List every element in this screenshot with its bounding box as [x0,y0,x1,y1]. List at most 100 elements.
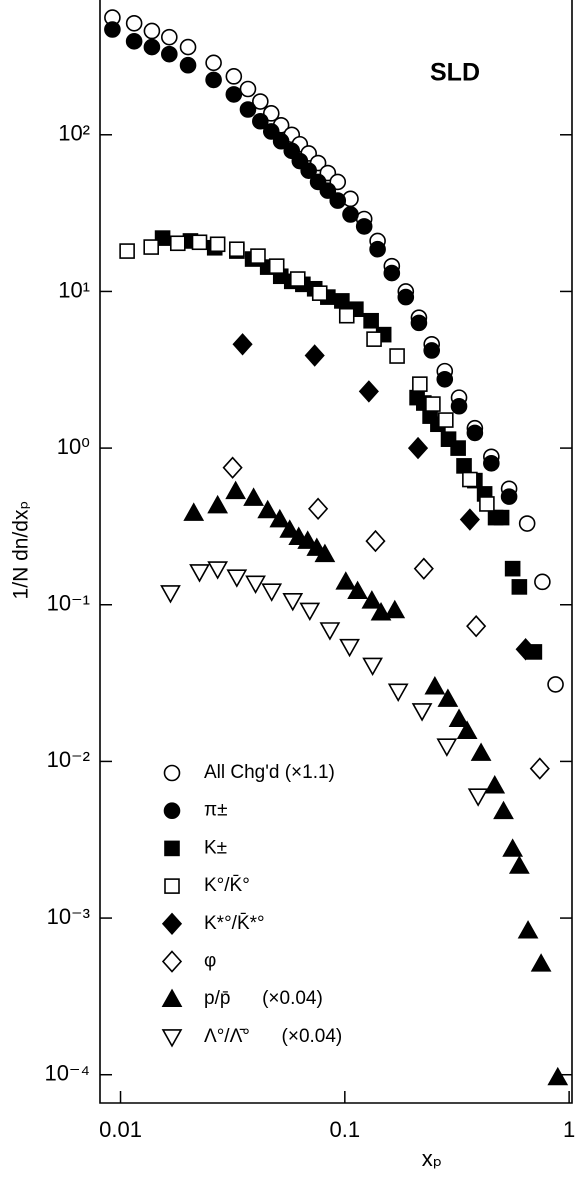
marker-triangle [245,575,266,594]
marker-circle [410,314,428,332]
marker-square [438,412,454,428]
marker-diamond [515,638,536,661]
legend-label: p/p̄ (×0.04) [204,988,323,1009]
marker-triangle [530,953,552,972]
marker-circle [383,264,401,282]
y-tick-label: 10⁻³ [47,904,90,929]
marker-square [154,230,171,246]
marker-square [479,496,495,512]
marker-circle [342,206,359,223]
marker-circle [125,33,143,50]
marker-circle [272,132,290,150]
marker-circle [369,240,386,258]
y-tick-label: 10¹ [58,277,90,302]
annotation: SLD [430,59,480,87]
marker-square [229,241,245,258]
marker-square [412,376,428,392]
marker-diamond [232,333,253,356]
marker-square [119,243,135,259]
legend-label: K± [204,837,227,858]
marker-circle [205,54,222,72]
marker-diamond [459,508,480,531]
marker-square [191,234,208,251]
y-tick-label: 10⁻¹ [47,591,90,616]
marker-diamond [466,614,487,638]
marker-circle [225,86,243,103]
marker-triangle [257,499,279,519]
marker-triangle [297,530,319,549]
marker-square [164,878,180,894]
marker-circle [161,28,178,46]
marker-triangle [547,1066,569,1086]
marker-circle [143,38,161,56]
legend-label: K°/K̄° [204,875,250,896]
marker-triangle [319,622,341,641]
marker-triangle [335,571,357,590]
marker-circle [161,45,178,63]
x-tick-label: 1 [563,1117,575,1142]
marker-circle [125,14,143,32]
marker-circle [163,764,181,782]
marker-diamond [529,757,550,780]
marker-circle [179,38,197,56]
marker-triangle [279,519,301,538]
marker-circle [329,192,347,209]
marker-square [311,285,328,301]
marker-circle [225,68,243,85]
y-tick-label: 10² [58,121,90,146]
legend-label: π± [204,800,228,821]
marker-circle [262,105,280,122]
marker-circle [163,802,181,820]
marker-triangle [243,487,264,506]
marker-circle [483,454,500,472]
marker-square [425,396,441,412]
marker-triangle [484,775,506,794]
marker-diamond [222,456,243,479]
marker-triangle [161,988,183,1008]
marker-triangle [226,569,248,588]
marker-triangle [361,590,383,609]
marker-triangle [261,583,283,602]
marker-square [209,236,226,253]
marker-triangle [189,564,210,583]
marker-square [456,458,472,474]
marker-diamond [407,436,429,460]
x-axis-label: xₚ [422,1146,442,1171]
y-axis-label: 1/N dn/dxₚ [10,501,33,600]
marker-circle [104,21,121,38]
marker-circle [252,112,269,130]
marker-triangle [225,480,247,500]
marker-triangle [456,720,478,739]
marker-square [511,579,528,595]
marker-diamond [413,557,434,580]
marker-circle [300,162,317,179]
marker-square [289,271,306,287]
marker-circle [355,218,373,235]
marker-circle [518,515,536,532]
marker-diamond [365,529,386,553]
marker-circle [239,101,257,118]
marker-square [250,248,266,264]
marker-triangle [299,602,321,622]
plot-frame [99,0,573,1104]
marker-circle [262,123,280,140]
marker-triangle [437,688,459,707]
marker-triangle [207,561,229,580]
marker-diamond [161,912,183,935]
marker-square [268,258,285,274]
marker-triangle [436,738,458,757]
marker-square [334,293,350,309]
marker-triangle [370,602,392,621]
marker-triangle [470,742,492,761]
marker-triangle [467,788,489,807]
y-tick-label: 10⁻² [47,747,90,772]
marker-triangle [517,920,539,939]
marker-circle [397,288,415,306]
marker-circle [239,80,257,98]
marker-triangle [448,708,470,727]
marker-triangle [362,657,383,677]
marker-triangle [269,508,291,528]
marker-triangle [508,855,530,874]
marker-triangle [424,676,446,695]
